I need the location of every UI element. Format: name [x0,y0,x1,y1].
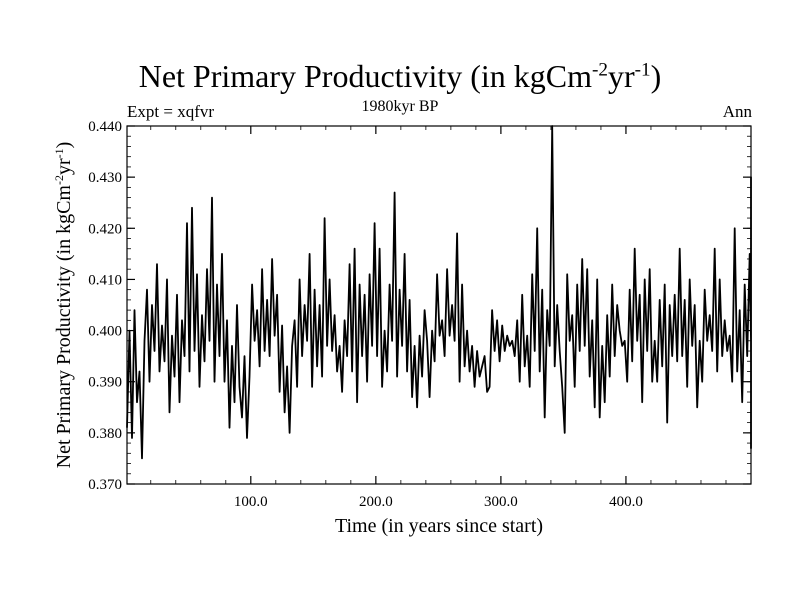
x-tick-label: 100.0 [234,494,268,510]
y-axis-label-main: Net Primary Productivity (in kgCm [53,185,75,469]
chart-title-sup2: -1 [634,59,651,81]
y-tick-label: 0.390 [88,375,122,391]
chart-title: Net Primary Productivity (in kgCm-2yr-1) [0,58,800,95]
x-axis-label: Time (in years since start) [335,515,543,537]
npp-series-line [126,125,752,460]
x-tick-label: 300.0 [484,494,518,510]
x-tick-labels: 100.0 200.0 300.0 400.0 [234,494,643,510]
y-axis-label-end: ) [53,142,75,149]
y-tick-label: 0.370 [88,477,122,493]
chart-title-text: Net Primary Productivity (in kgCm [138,58,592,94]
chart-title-sup1: -2 [592,59,608,81]
x-tick-label: 400.0 [609,494,643,510]
y-tick-label: 0.430 [88,170,122,186]
y-tick-labels: 0.370 0.380 0.390 0.400 0.410 0.420 0.430 0.440 [88,119,122,493]
x-tick-label: 200.0 [359,494,393,510]
y-tick-label: 0.440 [88,119,122,135]
y-axis-label: Net Primary Productivity (in kgCm-2yr-1) [52,142,75,469]
y-tick-label: 0.420 [88,221,122,237]
y-tick-label: 0.410 [88,272,122,288]
y-axis-label-unit: yr [53,158,75,175]
chart-subtitle: 1980kyr BP [361,98,439,115]
chart-title-end: ) [650,58,662,94]
y-tick-label: 0.400 [88,324,122,340]
y-tick-label: 0.380 [88,426,122,442]
chart-title-unit: yr [607,58,635,94]
y-axis-label-sup1: -2 [52,175,66,185]
experiment-label: Expt = xqfvr [127,102,215,121]
season-label: Ann [722,102,752,121]
y-axis-label-sup2: -1 [52,148,66,158]
